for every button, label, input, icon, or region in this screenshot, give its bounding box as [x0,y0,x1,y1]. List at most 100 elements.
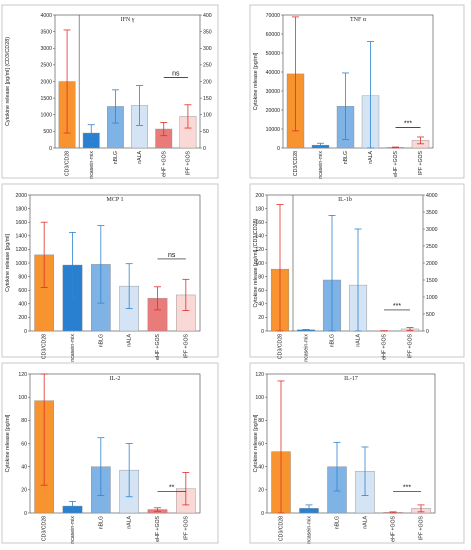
x-category-label: CD3/CD28 [65,151,71,176]
y2-tick-label: 100 [203,113,212,119]
y2-tick-label: 400 [203,13,212,19]
chart-title: TNF α [350,17,367,23]
y-tick-label: 2000 [15,193,27,199]
chart-title: IL-17 [344,376,358,382]
significance-label: *** [404,120,412,127]
y-tick-label: 20 [258,488,264,494]
x-category-label: IPF +GOS [408,333,414,358]
y-tick-label: 0 [24,511,27,517]
y-tick-label: 120 [255,247,264,253]
chart-panel-4: IL-1b02040608010012014016018020005001000… [249,183,465,362]
y2-tick-label: 250 [203,63,212,69]
y-tick-label: 500 [43,129,52,135]
x-category-label: nBLG [343,151,349,164]
y2-tick-label: 150 [203,96,212,102]
y-tick-label: 70000 [266,13,281,19]
x-category-label: CD3/CD28 [293,151,299,176]
x-category-label: ncasein-mix [318,151,324,179]
x-category-label: eHF +GOS [393,150,399,176]
y-tick-label: 0 [24,329,27,335]
y-tick-label: 1200 [15,247,27,253]
x-category-label: CD3/CD28 [279,516,285,541]
y-tick-label: 20000 [266,108,281,114]
x-category-label: CD3/CD28 [42,334,48,359]
y-tick-label: 60 [258,441,264,447]
y2-tick-label: 200 [203,79,212,85]
x-category-label: nALA [368,150,374,163]
y-tick-label: 80 [258,274,264,280]
x-category-label: eHF +GOS [382,333,388,359]
y-tick-label: 0 [277,146,280,152]
chart-title: MCP 1 [107,197,124,203]
x-category-label: ncasein-mix [307,516,313,544]
y-tick-label: 60000 [266,32,281,38]
y-tick-label: 10000 [266,127,281,133]
plot-area [282,14,434,149]
significance-label: *** [403,484,411,491]
y-tick-label: 1000 [15,261,27,267]
y-tick-label: 1500 [40,96,52,102]
y-tick-label: 3500 [40,29,52,35]
y-axis-label: Cytokine release [pg/ml] (CD3/CD28) [5,37,11,126]
y-tick-label: 120 [18,372,27,378]
significance-label: *** [393,303,401,310]
y-tick-label: 80 [21,418,27,424]
chart-panel-1: IFN γ 0 500 1000 1500 2000 2500 3000 3500 4000 0 50… [1,4,219,179]
y-tick-label: 0 [261,329,264,335]
y-tick-label: 400 [18,302,27,308]
y-tick-label: 4000 [40,13,52,19]
y-tick-label: 160 [255,220,264,226]
significance-label: ns [172,71,180,78]
y-tick-label: 180 [255,206,264,212]
y2-tick-label: 1500 [426,278,438,284]
x-category-label: eHF +GOS [155,333,161,359]
y2-tick-label: 50 [203,129,209,135]
y-tick-label: 40 [21,464,27,470]
y-tick-label: 600 [18,288,27,294]
x-category-label: eHF +GOS [161,150,167,176]
panel-border [1,4,219,179]
x-category-label: nALA [356,333,362,346]
y-tick-label: 2000 [40,79,52,85]
x-category-label: nBLG [113,151,119,164]
y-tick-label: 30000 [266,89,281,95]
chart-panel-3: MCP 1 0 200 400 600 800 1000 1200 1400 1600 1800 20… [1,183,219,362]
chart-title: IL-1b [338,197,352,203]
y-axis-label: Cytokine release [pg/ml] (CD3/CD28) [253,218,259,307]
chart-title: IFN γ [121,17,135,23]
y-tick-label: 1600 [15,220,27,226]
x-category-label: nBLG [330,334,336,347]
x-category-label: ncasein-mix [70,334,76,362]
y-tick-label: 3000 [40,46,52,52]
y-tick-label: 40 [258,464,264,470]
x-category-label: ncasein-mix [304,334,310,362]
y2-tick-label: 3000 [426,227,438,233]
x-category-label: eHF +GOS [391,515,397,541]
x-category-label: nBLG [98,516,104,529]
x-category-label: IPF +GOS [419,515,425,540]
x-category-label: nALA [127,515,133,528]
x-category-label: nALA [127,333,133,346]
significance-label: ns [168,252,176,259]
y-tick-label: 40000 [266,70,281,76]
y-tick-label: 120 [255,372,264,378]
y2-tick-label: 4000 [426,193,438,199]
y-tick-label: 80 [258,418,264,424]
y-tick-label: 2500 [40,63,52,69]
y-axis-label: Cytokine release [pg/ml] [253,414,259,472]
y-tick-label: 100 [255,395,264,401]
chart-panel-6: IL-17 0 20 40 60 80 100 120 Cytokine release [pg… [249,362,465,544]
y-tick-label: 100 [18,395,27,401]
y-tick-label: 800 [18,274,27,280]
x-category-label: nBLG [335,516,341,529]
y-tick-label: 60 [21,441,27,447]
x-category-label: CD3/CD28 [42,516,48,541]
y-tick-label: 140 [255,234,264,240]
y-tick-label: 40 [258,302,264,308]
y2-tick-label: 300 [203,46,212,52]
y-tick-label: 0 [49,146,52,152]
y-tick-label: 50000 [266,51,281,57]
x-category-label: nALA [137,150,143,163]
x-category-label: nBLG [98,334,104,347]
